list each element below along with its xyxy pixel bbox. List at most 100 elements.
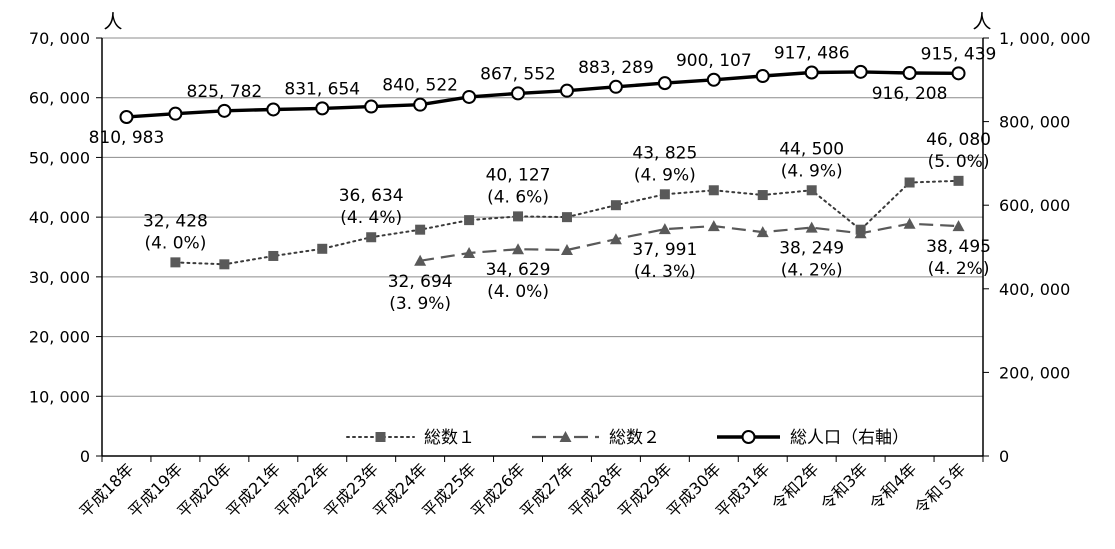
data-label: (4. 9%)	[634, 165, 696, 185]
data-label: 810, 983	[89, 128, 165, 148]
data-point	[560, 243, 573, 255]
left-tick-label: 10, 000	[29, 387, 90, 406]
data-point	[609, 233, 622, 245]
data-label: 900, 107	[676, 51, 752, 71]
data-point	[463, 246, 476, 258]
data-label: 883, 289	[578, 58, 654, 78]
x-tick-label: 令和2年	[768, 459, 823, 514]
right-tick-label: 600, 000	[999, 196, 1070, 215]
data-label: (4. 9%)	[781, 161, 843, 181]
series-layer	[119, 64, 966, 270]
data-label: 917, 486	[774, 43, 850, 63]
data-point	[853, 64, 868, 79]
legend-label: 総数２	[609, 428, 660, 448]
left-tick-label: 20, 000	[29, 328, 90, 347]
data-label: 38, 249	[779, 239, 844, 259]
data-point	[659, 189, 670, 200]
data-point	[266, 102, 281, 117]
data-label: 43, 825	[632, 143, 697, 163]
data-point	[268, 250, 279, 261]
data-point	[707, 220, 720, 232]
data-point	[806, 185, 817, 196]
data-point	[317, 243, 328, 254]
right-tick-label: 800, 000	[999, 113, 1070, 132]
data-label: 831, 654	[284, 79, 360, 99]
data-point	[513, 211, 524, 222]
data-point	[951, 66, 966, 81]
data-point	[657, 76, 672, 91]
data-label: (4. 0%)	[144, 233, 206, 253]
data-label: 840, 522	[382, 76, 458, 96]
data-point	[708, 185, 719, 196]
data-label: 32, 694	[388, 272, 453, 292]
data-point	[608, 79, 623, 94]
left-tick-label: 30, 000	[29, 268, 90, 287]
right-tick-label: 1, 000, 000	[999, 29, 1091, 48]
data-point	[366, 232, 377, 243]
data-point	[756, 226, 769, 238]
data-point	[559, 83, 574, 98]
left-tick-label: 40, 000	[29, 208, 90, 227]
data-point	[462, 89, 477, 104]
data-point	[464, 215, 475, 226]
legend-marker	[375, 432, 386, 442]
data-point	[217, 103, 232, 118]
data-point	[170, 257, 181, 268]
data-label: 37, 991	[632, 240, 697, 260]
data-point	[757, 190, 768, 201]
left-tick-label: 60, 000	[29, 89, 90, 108]
left-tick-label: 70, 000	[29, 29, 90, 48]
right-tick-label: 200, 000	[999, 363, 1070, 382]
legend-label: 総人口（右軸）	[790, 428, 909, 448]
data-point	[511, 86, 526, 101]
data-point	[706, 72, 721, 87]
data-point	[805, 221, 818, 233]
data-point	[903, 217, 916, 229]
data-point	[413, 97, 428, 112]
data-label: (3. 9%)	[389, 294, 451, 314]
data-label: 915, 439	[921, 44, 997, 64]
data-label: 40, 127	[486, 165, 551, 185]
data-point	[610, 200, 621, 211]
left-tick-label: 50, 000	[29, 148, 90, 167]
right-tick-label: 400, 000	[999, 280, 1070, 299]
left-tick-label: 0	[80, 447, 90, 466]
data-point	[854, 227, 867, 239]
data-point	[952, 220, 965, 232]
data-label: 44, 500	[779, 139, 844, 159]
data-point	[415, 224, 426, 235]
data-label: (4. 0%)	[487, 282, 549, 302]
data-label: 32, 428	[143, 211, 208, 231]
data-label: (4. 2%)	[781, 261, 843, 281]
data-label: 36, 634	[339, 186, 404, 206]
data-label: (4. 4%)	[340, 208, 402, 228]
data-point	[315, 101, 330, 116]
x-tick-label: 平成31年	[712, 459, 774, 521]
data-point	[804, 65, 819, 80]
legend-label: 総数１	[424, 428, 475, 448]
series-line	[126, 70, 959, 119]
data-label: 867, 552	[480, 64, 556, 84]
data-label: 825, 782	[187, 82, 263, 102]
data-point	[953, 175, 964, 186]
data-label: 46, 080	[926, 130, 991, 150]
data-label: (5. 0%)	[928, 152, 990, 172]
x-tick-label: 令和５年	[911, 459, 970, 518]
x-tick-label: 令和3年	[817, 459, 872, 514]
data-labels: 32, 428(4. 0%)36, 634(4. 4%)40, 127(4. 6…	[89, 43, 997, 313]
data-label: (4. 3%)	[634, 262, 696, 282]
data-point	[219, 259, 230, 270]
data-point	[119, 110, 134, 125]
legend-marker	[559, 431, 572, 442]
data-label: 916, 208	[872, 84, 948, 104]
data-point	[902, 66, 917, 81]
right-axis-unit: 人	[972, 11, 991, 33]
data-label: 34, 629	[486, 260, 551, 280]
left-axis-unit: 人	[103, 11, 122, 33]
series-line	[419, 222, 959, 262]
legend-marker	[741, 430, 756, 444]
gridlines	[102, 37, 983, 397]
data-point	[658, 223, 671, 235]
data-label: (4. 6%)	[487, 187, 549, 207]
